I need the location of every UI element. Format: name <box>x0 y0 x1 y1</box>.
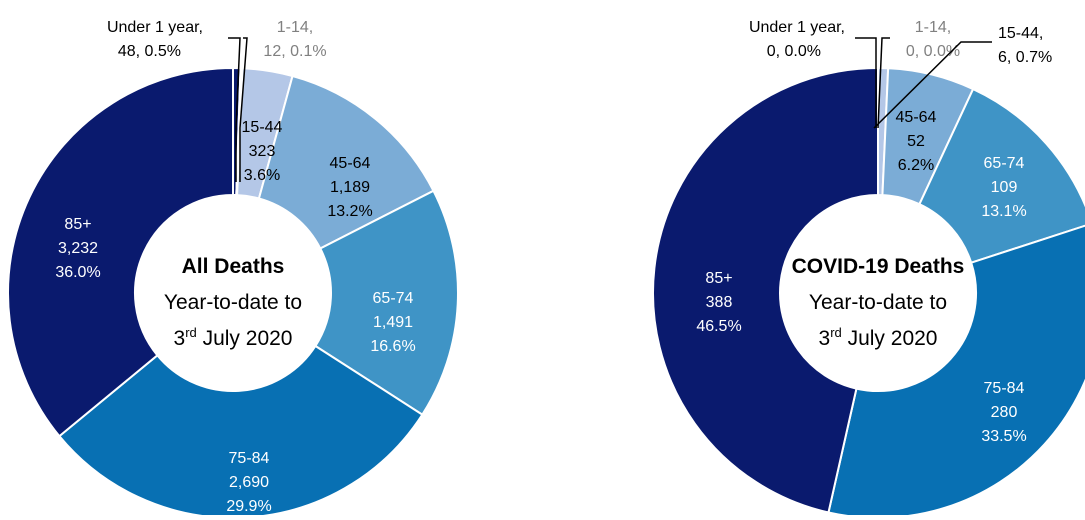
slice-75-84 <box>57 344 424 519</box>
center-subtitle: Year-to-date to <box>164 291 302 314</box>
data-label-1-14: 1-14, 0, 0.0% <box>906 19 960 60</box>
data-label-85: 85+ 388 46.5% <box>696 270 741 335</box>
slice-85 <box>7 66 234 438</box>
slice-45-64 <box>257 74 435 250</box>
slice-85 <box>652 66 879 514</box>
center-title: All Deaths <box>182 255 285 278</box>
leader-line-under-1-year <box>228 37 241 182</box>
data-label-75-84: 75-84 280 33.5% <box>981 380 1026 445</box>
covid-deaths-donut: 45-64 52 6.2% 65-74 109 13.1% 75-84 280 33.5% 85+… <box>652 19 1085 519</box>
leader-line-under-1-year <box>855 37 877 128</box>
data-label-45-64: 45-64 52 6.2% <box>896 109 937 174</box>
slice-65-74 <box>918 87 1085 264</box>
data-label-45-64: 45-64 1,189 13.2% <box>327 155 372 220</box>
data-label-15-44: 15-44, 6, 0.7% <box>998 25 1052 66</box>
leader-line-1-14 <box>877 37 890 129</box>
data-label-under-1-year: Under 1 year, 48, 0.5% <box>107 19 203 60</box>
data-label-1-14: 1-14, 12, 0.1% <box>263 19 326 60</box>
slice-65-74 <box>314 189 459 417</box>
center-subtitle: Year-to-date to <box>809 291 947 314</box>
center-date: 3rd July 2020 <box>174 325 293 350</box>
data-label-65-74: 65-74 1,491 16.6% <box>370 290 415 355</box>
leader-line-1-14 <box>239 37 248 182</box>
leader-line-15-44 <box>873 41 992 129</box>
data-label-under-1-year: Under 1 year, 0, 0.0% <box>749 19 845 60</box>
all-deaths-donut: 15-44 323 3.6% 45-64 1,189 13.2% 65-74 1,491 16.… <box>7 19 459 519</box>
data-label-65-74: 65-74 109 13.1% <box>981 155 1026 220</box>
data-label-75-84: 75-84 2,690 29.9% <box>226 450 271 515</box>
center-date: 3rd July 2020 <box>819 325 938 350</box>
data-label-85: 85+ 3,232 36.0% <box>55 216 100 281</box>
center-title: COVID-19 Deaths <box>792 255 965 278</box>
data-label-15-44: 15-44 323 3.6% <box>242 119 283 184</box>
